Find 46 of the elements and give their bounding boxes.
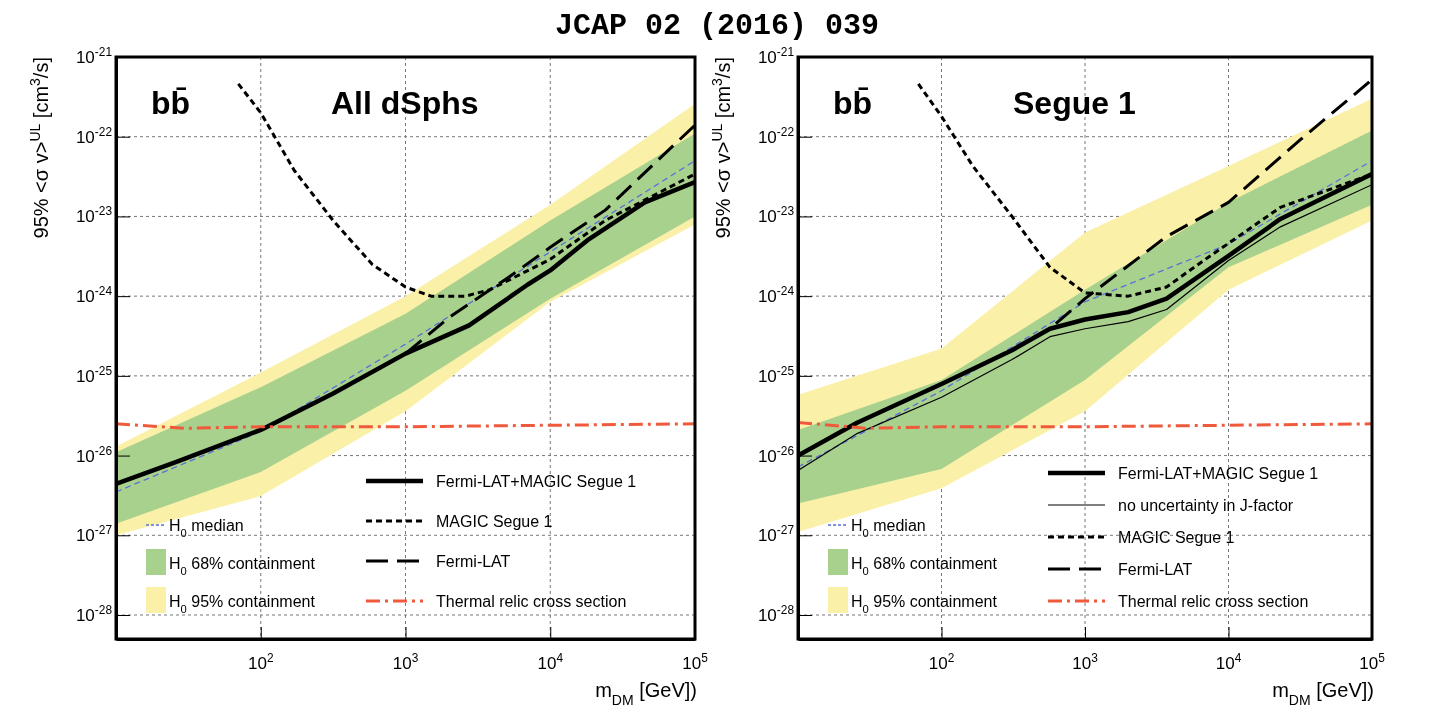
x-tick-label: 10$^{3}$ [392,651,419,673]
annotation: Segue 1 [1013,85,1136,121]
x-tick-label: 10$^{2}$ [928,651,955,673]
x-tick-label: 10$^{4}$ [537,651,564,673]
y-tick-label: 10$^{-28}$ [75,603,113,625]
y-tick-label: 10$^{-21}$ [757,45,795,67]
legend-label: Fermi-LAT+MAGIC Segue 1 [1118,465,1319,482]
y-tick-label: 10$^{-28}$ [757,603,795,625]
y-tick-label: 10$^{-23}$ [757,204,795,227]
legend-label: H$_{0}$ 68% containment [169,555,316,577]
y-tick-label: 10$^{-24}$ [757,284,795,307]
chart-title: JCAP 02 (2016) 039 [554,9,880,43]
legend-label: H$_{0}$ median [851,517,926,539]
legend-label: MAGIC Segue 1 [436,513,553,530]
x-axis-title: m$_{DM}$ [GeV]) [1272,679,1374,708]
x-tick-label: 10$^{3}$ [1072,651,1099,673]
legend-label: Fermi-LAT+MAGIC Segue 1 [436,473,637,490]
y-tick-label: 10$^{-24}$ [75,284,113,307]
legend-label: H$_{0}$ 68% containment [851,555,998,577]
legend-label: H$_{0}$ 95% containment [851,593,998,615]
legend-label: H$_{0}$ median [169,517,244,539]
y-tick-label: 10$^{-26}$ [75,443,113,466]
y-tick-label: 10$^{-22}$ [75,124,113,147]
legend-label: Thermal relic cross section [1118,593,1309,610]
y-tick-label: 10$^{-23}$ [75,204,113,227]
annotation: bb̄ [151,85,191,121]
x-tick-label: 10$^{5}$ [682,651,709,673]
x-tick-label: 10$^{2}$ [247,651,274,673]
y-tick-label: 10$^{-25}$ [757,363,795,386]
legend-label: MAGIC Segue 1 [1118,529,1235,546]
y-tick-label: 10$^{-21}$ [75,45,113,67]
legend-label: Thermal relic cross section [436,593,627,610]
annotation: bb̄ [833,85,873,121]
legend-label: H$_{0}$ 95% containment [169,593,316,615]
legend-label: no uncertainty in J-factor [1118,497,1294,514]
y-tick-label: 10$^{-25}$ [75,363,113,386]
legend-label: Fermi-LAT [436,553,511,570]
y-tick-label: 10$^{-27}$ [75,523,113,546]
y-tick-label: 10$^{-22}$ [757,124,795,147]
annotation: All dSphs [331,85,479,121]
x-axis-title: m$_{DM}$ [GeV]) [595,679,697,708]
y-tick-label: 10$^{-27}$ [757,523,795,546]
legend-label: Fermi-LAT [1118,561,1193,578]
x-tick-label: 10$^{4}$ [1215,651,1242,673]
y-tick-label: 10$^{-26}$ [757,443,795,466]
x-tick-label: 10$^{5}$ [1359,651,1386,673]
